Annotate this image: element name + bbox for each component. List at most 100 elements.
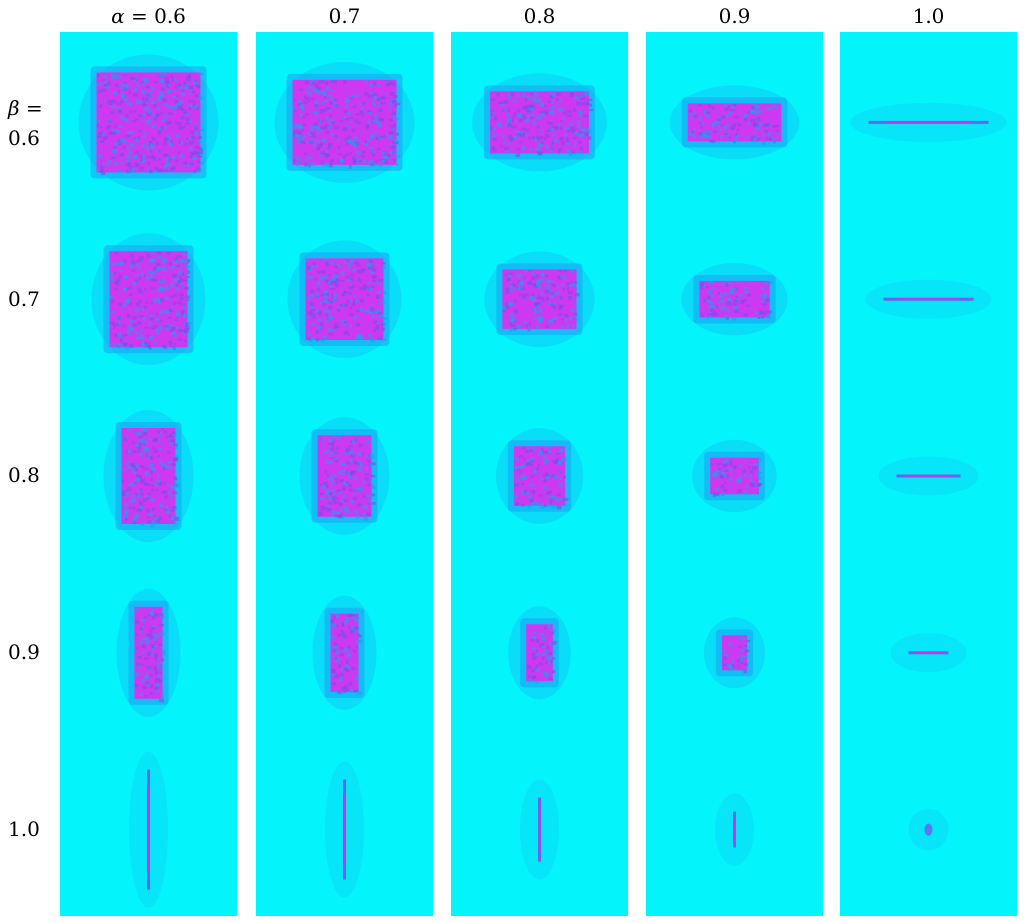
- speckle: [135, 99, 141, 104]
- speckle: [142, 637, 147, 640]
- speckle: [539, 111, 543, 114]
- speckle: [322, 162, 328, 167]
- speckle: [186, 258, 191, 262]
- speckle: [312, 88, 318, 92]
- speckle: [566, 129, 570, 133]
- speckle: [123, 287, 127, 291]
- speckle: [565, 318, 569, 323]
- speckle: [135, 137, 139, 142]
- speckle: [708, 301, 713, 304]
- speckle: [378, 108, 383, 113]
- speckle: [171, 516, 174, 520]
- speckle: [156, 107, 160, 110]
- speckle: [564, 133, 568, 137]
- speckle: [352, 139, 357, 142]
- speckle: [331, 669, 336, 672]
- speckle: [766, 297, 770, 300]
- speckle: [174, 516, 180, 521]
- speckle: [165, 122, 171, 125]
- speckle: [133, 482, 137, 485]
- panel-alpha-1.0: [840, 32, 1017, 916]
- speckle: [526, 491, 529, 495]
- speckle: [722, 650, 725, 653]
- speckle: [145, 453, 148, 457]
- speckle: [334, 125, 340, 130]
- speckle: [738, 474, 741, 479]
- speckle: [350, 120, 353, 124]
- speckle: [712, 287, 716, 290]
- speckle: [566, 137, 569, 142]
- speckle: [521, 132, 526, 135]
- speckle: [154, 516, 159, 520]
- speckle: [114, 148, 118, 152]
- speckle: [159, 632, 165, 636]
- speckle: [731, 664, 735, 669]
- speckle: [760, 300, 765, 303]
- column-header-alpha-0.8: 0.8: [523, 4, 556, 28]
- speckle: [369, 83, 373, 87]
- speckle: [352, 477, 358, 480]
- speckle: [111, 74, 116, 77]
- speckle: [147, 492, 151, 496]
- speckle: [344, 481, 349, 484]
- speckle: [700, 121, 704, 126]
- speckle: [515, 469, 519, 472]
- speckle: [165, 509, 171, 514]
- speckle: [306, 140, 311, 144]
- speckle: [140, 341, 145, 346]
- speckle: [311, 97, 315, 100]
- speckle: [146, 334, 149, 338]
- speckle: [533, 317, 537, 320]
- speckle: [707, 290, 711, 294]
- speckle: [125, 491, 129, 495]
- speckle: [325, 290, 328, 293]
- speckle: [524, 98, 528, 102]
- speckle: [169, 140, 174, 143]
- speckle: [534, 469, 538, 474]
- speckle: [196, 167, 201, 171]
- speckle: [131, 257, 134, 261]
- speckle: [162, 464, 167, 468]
- speckle: [296, 161, 299, 166]
- speckle: [354, 487, 360, 491]
- speckle: [99, 125, 103, 128]
- speckle: [753, 132, 756, 136]
- speckle: [149, 278, 154, 281]
- speckle: [168, 308, 171, 312]
- speckle: [347, 471, 350, 475]
- speckle: [143, 467, 149, 471]
- speckle: [503, 108, 507, 112]
- speckle: [356, 462, 360, 465]
- speckle: [165, 284, 168, 288]
- speckle: [124, 502, 128, 506]
- speckle: [351, 613, 356, 617]
- speckle: [729, 667, 734, 671]
- speckle: [185, 322, 189, 327]
- speckle: [551, 319, 554, 322]
- speckle: [340, 119, 344, 123]
- speckle: [158, 127, 162, 130]
- speckle: [134, 513, 140, 518]
- speckle: [293, 130, 297, 134]
- speckle: [100, 159, 103, 163]
- speckle: [569, 152, 573, 156]
- speckle: [168, 491, 172, 495]
- speckle: [159, 461, 164, 465]
- speckle: [128, 91, 131, 95]
- speckle: [182, 163, 186, 167]
- speckle: [126, 313, 131, 318]
- speckle: [129, 344, 134, 348]
- speckle: [164, 137, 169, 141]
- speckle: [190, 151, 195, 156]
- speckle: [567, 140, 570, 144]
- speckle: [356, 335, 362, 340]
- speckle: [318, 128, 321, 133]
- speckle: [528, 496, 532, 499]
- speckle: [307, 311, 312, 316]
- speckle: [369, 306, 375, 311]
- speckle: [320, 339, 325, 343]
- speckle: [335, 658, 341, 661]
- pattern-cell-a0.7-b0.6: [274, 61, 415, 183]
- speckle: [151, 137, 156, 141]
- speckle: [390, 98, 396, 101]
